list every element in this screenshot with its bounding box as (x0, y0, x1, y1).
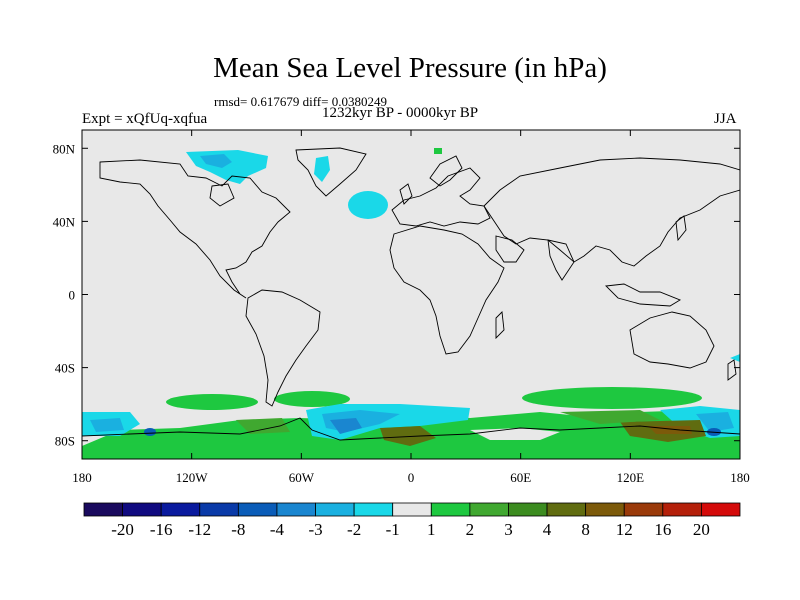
colorbar-swatch (83, 502, 123, 517)
colorbar-swatch (237, 502, 278, 517)
anomaly-region-svalbard (434, 148, 442, 154)
coastlines (82, 147, 740, 441)
anomaly-region-north-atlantic (348, 191, 388, 219)
lat-tick-label: 0 (69, 288, 76, 303)
colorbar-swatch (701, 502, 741, 517)
coast-hudson-bay (209, 183, 235, 207)
colorbar-swatch (585, 502, 625, 517)
colorbar-label: -3 (308, 520, 322, 539)
anomaly-region-deep-blue (144, 428, 156, 436)
colorbar-swatch (276, 502, 316, 517)
colorbar-label: 2 (466, 520, 475, 539)
colorbar-swatch (508, 502, 548, 517)
colorbar-label: -16 (150, 520, 173, 539)
stats-label: rmsd= 0.617679 diff= 0.0380249 (214, 94, 387, 109)
coast-south-america (245, 289, 321, 407)
lon-tick-label: 120W (176, 470, 209, 485)
coast-scandinavia (429, 155, 463, 187)
lat-tick-label: 40S (55, 361, 75, 376)
coast-asia (483, 157, 740, 267)
colorbar-swatch (623, 502, 664, 517)
coast-europe (391, 167, 491, 227)
colorbar-label: -1 (386, 520, 400, 539)
lon-tick-label: 180 (72, 470, 92, 485)
colorbar-label: 20 (693, 520, 710, 539)
lat-tick-label: 80N (53, 141, 76, 156)
longitude-axis: 180 120W 60W 0 60E 120E 180 (72, 130, 750, 485)
coast-north-america (99, 159, 291, 299)
anomaly-region-greenland (314, 156, 330, 182)
lat-tick-label: 80S (55, 434, 75, 449)
anomaly-region-weddell-deep (330, 418, 362, 434)
coast-australia (629, 311, 715, 369)
anomaly-region-south-pacific (166, 394, 258, 410)
anomaly-region-brown-1 (380, 426, 436, 446)
anomaly-region-olive-2 (236, 418, 290, 434)
lon-tick-label: 180 (730, 470, 750, 485)
coast-madagascar (495, 311, 505, 340)
colorbar-label: 8 (581, 520, 590, 539)
anomaly-region-pacific-blue (90, 418, 124, 432)
coast-india (547, 239, 575, 281)
colorbar-label: -4 (270, 520, 285, 539)
anomaly-region-australia-sw (730, 354, 740, 362)
coast-greenland (295, 147, 367, 197)
coast-new-zealand (727, 359, 737, 381)
colorbar-swatch (160, 502, 201, 517)
colorbar-swatch (469, 502, 509, 517)
season-label: JJA (714, 111, 737, 127)
colorbar-label: -2 (347, 520, 361, 539)
coast-antarctica (82, 417, 740, 441)
anomaly-region-arctic-canada-core (200, 154, 232, 168)
colorbar-label: 1 (427, 520, 436, 539)
colorbar-swatch (662, 502, 702, 517)
latitude-axis: 80N 40N 0 40S 80S (53, 141, 740, 449)
coast-japan (675, 215, 687, 242)
coast-africa (389, 225, 505, 355)
colorbar-swatch (315, 502, 355, 517)
colorbar-label: 12 (616, 520, 633, 539)
colorbar-swatch (122, 502, 162, 517)
anomaly-region-olive-1 (560, 410, 660, 424)
anomaly-fields (82, 148, 740, 459)
lon-tick-label: 0 (408, 470, 415, 485)
plot-title: Mean Sea Level Pressure (in hPa) (213, 52, 607, 84)
lon-tick-label: 60E (510, 470, 531, 485)
colorbar-swatch (199, 502, 239, 517)
colorbar: -20 -16 -12 -8 -4 -3 -2 -1 1 2 3 4 8 12 16 20 (83, 502, 741, 539)
colorbar-label: -20 (111, 520, 134, 539)
colorbar-label: 4 (543, 520, 552, 539)
colorbar-label: -8 (231, 520, 245, 539)
anomaly-region-ross-blue (696, 412, 734, 432)
lon-tick-label: 60W (289, 470, 315, 485)
anomaly-region-south-atlantic (274, 391, 350, 407)
colorbar-label: -12 (188, 520, 211, 539)
coast-uk (399, 183, 413, 205)
coast-indonesia (605, 283, 682, 307)
lat-tick-label: 40N (53, 214, 76, 229)
colorbar-label: 3 (504, 520, 513, 539)
colorbar-label: 16 (654, 520, 671, 539)
colorbar-swatch (546, 502, 587, 517)
colorbar-swatch (430, 502, 471, 517)
anomaly-region-south-indian (522, 387, 702, 409)
period-label: 1232kyr BP - 0000kyr BP (322, 105, 479, 121)
coast-arabia (495, 235, 525, 263)
experiment-label: Expt = xQfUq-xqfua (82, 111, 208, 127)
colorbar-swatch (392, 502, 432, 517)
colorbar-swatch (353, 502, 394, 517)
lon-tick-label: 120E (617, 470, 645, 485)
